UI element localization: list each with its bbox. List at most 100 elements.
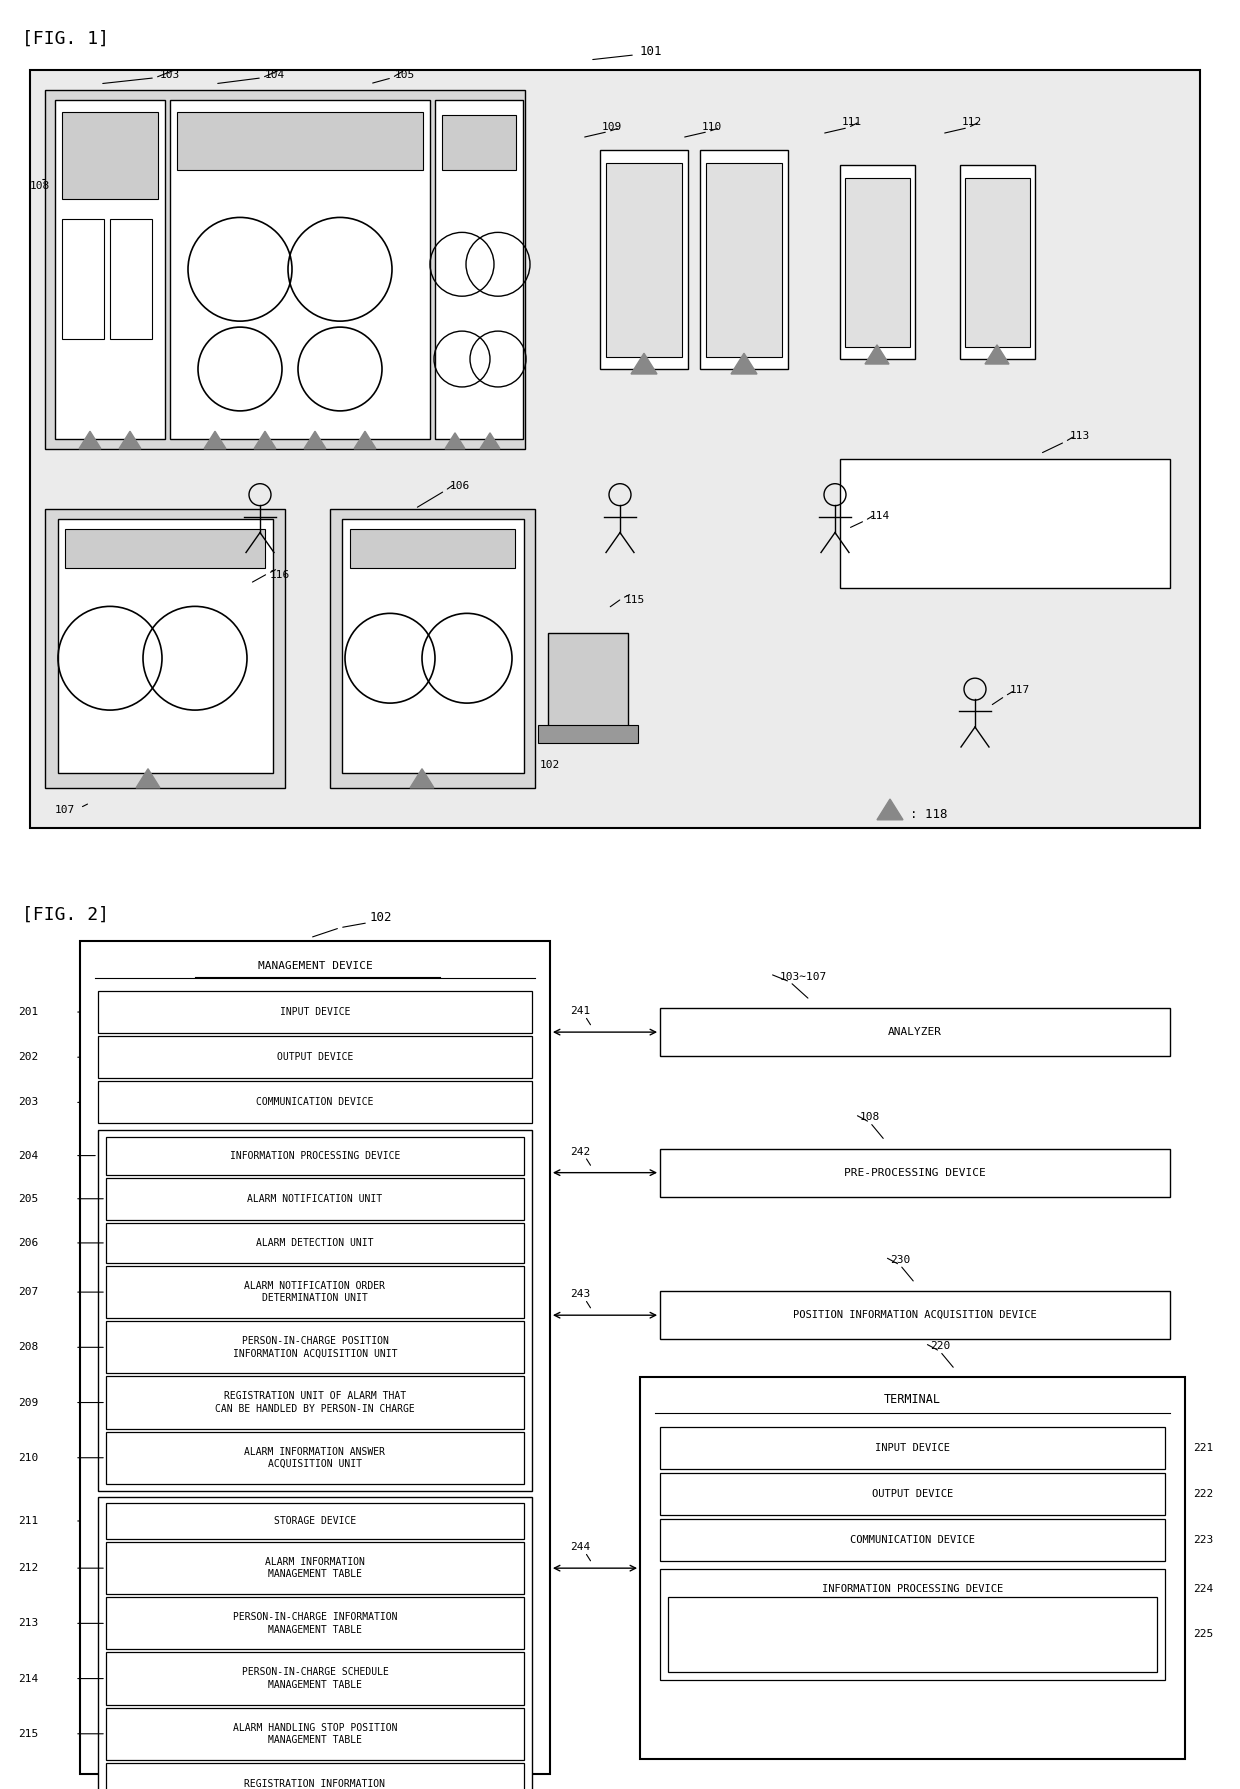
FancyBboxPatch shape — [660, 1007, 1171, 1056]
Text: [FIG. 2]: [FIG. 2] — [22, 905, 109, 923]
Text: 103∼107: 103∼107 — [780, 971, 827, 982]
Polygon shape — [304, 431, 326, 449]
Text: 202: 202 — [17, 1052, 38, 1063]
Text: 213: 213 — [17, 1619, 38, 1628]
Text: REGISTRATION INFORMATION
MANAGEMENT TABLE OF ALARM
THAT CAN BE HANDLED: REGISTRATION INFORMATION MANAGEMENT TABL… — [242, 1778, 388, 1789]
FancyBboxPatch shape — [105, 1708, 525, 1760]
FancyBboxPatch shape — [98, 1131, 532, 1490]
Text: 211: 211 — [17, 1515, 38, 1526]
Polygon shape — [254, 431, 277, 449]
Text: 210: 210 — [17, 1453, 38, 1463]
Text: POSITION INFORMATION ACQUISITION DEVICE: POSITION INFORMATION ACQUISITION DEVICE — [794, 1310, 1037, 1320]
FancyBboxPatch shape — [105, 1762, 525, 1789]
FancyBboxPatch shape — [105, 1653, 525, 1705]
Text: 244: 244 — [570, 1542, 590, 1553]
FancyBboxPatch shape — [177, 111, 423, 170]
Text: PRE-PROCESSING DEVICE: PRE-PROCESSING DEVICE — [844, 1168, 986, 1177]
FancyBboxPatch shape — [81, 941, 551, 1775]
Text: 205: 205 — [17, 1193, 38, 1204]
Text: 214: 214 — [17, 1673, 38, 1683]
Polygon shape — [877, 800, 903, 819]
FancyBboxPatch shape — [660, 1472, 1166, 1515]
Text: 112: 112 — [962, 116, 982, 127]
Text: 209: 209 — [17, 1397, 38, 1408]
FancyBboxPatch shape — [110, 220, 153, 340]
FancyBboxPatch shape — [660, 1519, 1166, 1562]
Text: 230: 230 — [890, 1256, 910, 1265]
Text: [FIG. 1]: [FIG. 1] — [22, 30, 109, 48]
FancyBboxPatch shape — [548, 633, 627, 733]
Text: 105: 105 — [396, 70, 415, 81]
FancyBboxPatch shape — [55, 100, 165, 438]
Text: 225: 225 — [1193, 1630, 1213, 1639]
FancyBboxPatch shape — [105, 1177, 525, 1220]
Text: ALARM INFORMATION ANSWER UNIT: ALARM INFORMATION ANSWER UNIT — [822, 1630, 1003, 1639]
Polygon shape — [985, 345, 1009, 363]
FancyBboxPatch shape — [98, 991, 532, 1032]
FancyBboxPatch shape — [105, 1376, 525, 1429]
Text: 204: 204 — [17, 1150, 38, 1161]
Text: INFORMATION PROCESSING DEVICE: INFORMATION PROCESSING DEVICE — [822, 1585, 1003, 1594]
FancyBboxPatch shape — [98, 1497, 532, 1789]
Text: 102: 102 — [370, 911, 393, 923]
FancyBboxPatch shape — [706, 163, 782, 358]
Polygon shape — [445, 433, 465, 449]
Text: PERSON-IN-CHARGE SCHEDULE
MANAGEMENT TABLE: PERSON-IN-CHARGE SCHEDULE MANAGEMENT TAB… — [242, 1667, 388, 1691]
Text: MANAGEMENT DEVICE: MANAGEMENT DEVICE — [258, 961, 372, 971]
Polygon shape — [353, 431, 376, 449]
Text: 201: 201 — [17, 1007, 38, 1016]
Text: 108: 108 — [30, 181, 51, 191]
Text: 109: 109 — [601, 122, 622, 132]
Text: ALARM DETECTION UNIT: ALARM DETECTION UNIT — [257, 1238, 373, 1249]
FancyBboxPatch shape — [441, 114, 516, 170]
FancyBboxPatch shape — [538, 725, 639, 742]
Text: 208: 208 — [17, 1342, 38, 1352]
Text: 220: 220 — [930, 1342, 950, 1351]
Text: 111: 111 — [842, 116, 862, 127]
Text: 113: 113 — [1070, 431, 1090, 440]
Text: 101: 101 — [640, 45, 662, 57]
Text: INPUT DEVICE: INPUT DEVICE — [280, 1007, 350, 1016]
Text: ALARM NOTIFICATION ORDER
DETERMINATION UNIT: ALARM NOTIFICATION ORDER DETERMINATION U… — [244, 1281, 386, 1304]
Text: OUTPUT DEVICE: OUTPUT DEVICE — [277, 1052, 353, 1063]
Text: REGISTRATION UNIT OF ALARM THAT
CAN BE HANDLED BY PERSON-IN CHARGE: REGISTRATION UNIT OF ALARM THAT CAN BE H… — [215, 1392, 415, 1413]
Polygon shape — [119, 431, 141, 449]
FancyBboxPatch shape — [660, 1426, 1166, 1469]
FancyBboxPatch shape — [839, 165, 915, 360]
Text: COMMUNICATION DEVICE: COMMUNICATION DEVICE — [849, 1535, 975, 1546]
FancyBboxPatch shape — [839, 458, 1171, 589]
Text: OUTPUT DEVICE: OUTPUT DEVICE — [872, 1488, 954, 1499]
FancyBboxPatch shape — [844, 177, 910, 347]
Text: 242: 242 — [570, 1147, 590, 1156]
FancyBboxPatch shape — [965, 177, 1030, 347]
FancyBboxPatch shape — [58, 519, 273, 773]
FancyBboxPatch shape — [660, 1292, 1171, 1340]
Text: 102: 102 — [539, 760, 560, 769]
FancyBboxPatch shape — [30, 70, 1200, 828]
Text: 110: 110 — [702, 122, 722, 132]
Text: 115: 115 — [625, 596, 645, 605]
FancyBboxPatch shape — [330, 508, 534, 787]
Text: 212: 212 — [17, 1564, 38, 1573]
FancyBboxPatch shape — [105, 1431, 525, 1483]
Polygon shape — [732, 352, 756, 374]
Polygon shape — [79, 431, 100, 449]
FancyBboxPatch shape — [98, 1081, 532, 1123]
Text: ALARM INFORMATION ANSWER
ACQUISITION UNIT: ALARM INFORMATION ANSWER ACQUISITION UNI… — [244, 1447, 386, 1469]
Text: COMMUNICATION DEVICE: COMMUNICATION DEVICE — [257, 1097, 373, 1107]
FancyBboxPatch shape — [105, 1136, 525, 1175]
Text: ALARM NOTIFICATION UNIT: ALARM NOTIFICATION UNIT — [248, 1193, 383, 1204]
Text: MANAGEMENT DEVICE: MANAGEMENT DEVICE — [258, 961, 372, 971]
Text: TERMINAL: TERMINAL — [884, 1394, 941, 1406]
FancyBboxPatch shape — [64, 528, 265, 569]
Text: 104: 104 — [265, 70, 285, 81]
FancyBboxPatch shape — [606, 163, 682, 358]
FancyBboxPatch shape — [105, 1598, 525, 1649]
Text: 116: 116 — [270, 571, 290, 580]
FancyBboxPatch shape — [640, 1378, 1185, 1759]
Polygon shape — [205, 431, 226, 449]
FancyBboxPatch shape — [701, 150, 787, 369]
FancyBboxPatch shape — [350, 528, 515, 569]
FancyBboxPatch shape — [342, 519, 525, 773]
Text: ALARM HANDLING STOP POSITION
MANAGEMENT TABLE: ALARM HANDLING STOP POSITION MANAGEMENT … — [233, 1723, 397, 1744]
